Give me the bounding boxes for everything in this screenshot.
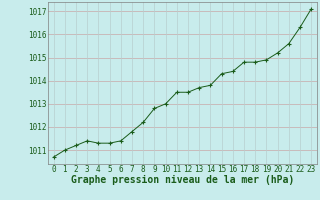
X-axis label: Graphe pression niveau de la mer (hPa): Graphe pression niveau de la mer (hPa) [71, 175, 294, 185]
